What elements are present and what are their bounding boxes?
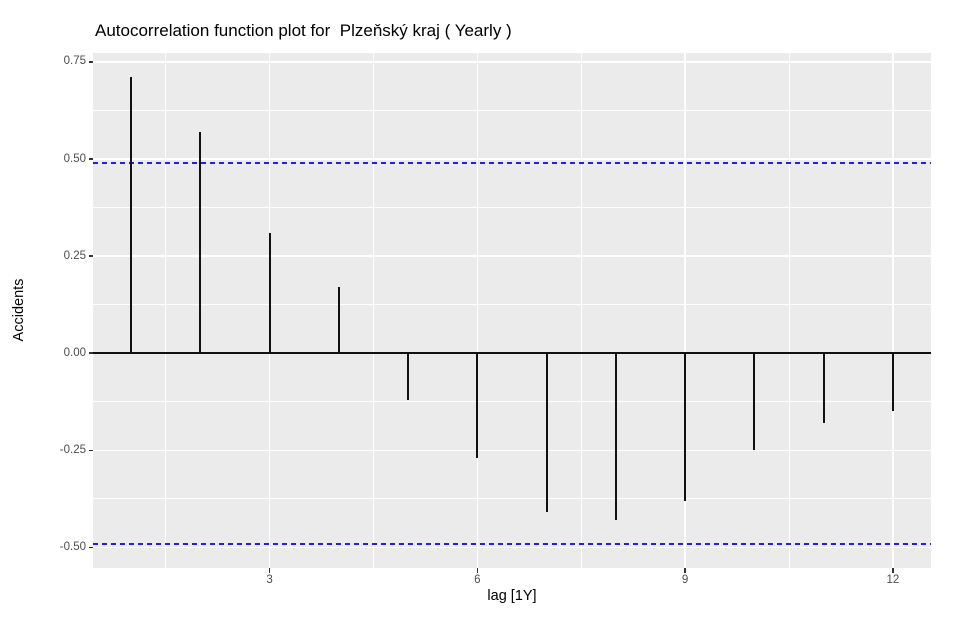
y-axis-tick — [88, 352, 93, 354]
y-tick-label: 0.50 — [63, 152, 86, 165]
plot-panel — [93, 53, 931, 568]
gridline-y-major — [93, 449, 931, 451]
x-axis-title: lag [1Y] — [487, 588, 537, 604]
confidence-upper-line — [93, 161, 931, 164]
y-axis-tick — [88, 255, 93, 257]
gridline-x-minor — [788, 53, 790, 568]
x-axis-tick — [892, 568, 894, 573]
gridline-x-minor — [373, 53, 374, 568]
acf-spike-lag-7 — [545, 353, 548, 513]
y-axis-tick — [88, 158, 93, 160]
y-tick-label: 0.75 — [63, 55, 86, 68]
y-axis-tick — [88, 449, 93, 452]
gridline-x-major — [476, 53, 479, 568]
acf-spike-lag-3 — [268, 232, 271, 354]
x-tick-label: 6 — [474, 574, 481, 586]
gridline-y-major — [93, 61, 931, 63]
x-axis-tick — [684, 568, 686, 573]
acf-spike-lag-1 — [130, 77, 133, 354]
y-tick-label: 0.00 — [63, 346, 86, 359]
acf-spike-lag-9 — [684, 353, 687, 501]
acf-spike-lag-2 — [199, 131, 202, 354]
gridline-y-minor — [93, 207, 931, 208]
gridline-y-major — [93, 158, 931, 160]
x-axis-tick — [268, 568, 271, 573]
x-tick-label: 3 — [266, 574, 273, 586]
y-axis-tick — [88, 61, 93, 63]
acf-spike-lag-12 — [891, 353, 894, 412]
acf-spike-lag-11 — [822, 353, 825, 424]
gridline-y-minor — [93, 304, 931, 306]
gridline-y-major — [93, 546, 931, 549]
x-axis-tick — [476, 568, 479, 573]
confidence-lower-line — [93, 542, 931, 545]
y-axis-tick — [88, 546, 93, 549]
x-tick-label: 9 — [681, 574, 689, 586]
acf-spike-lag-10 — [753, 353, 756, 451]
y-tick-label: 0.25 — [63, 249, 86, 262]
gridline-x-major — [892, 53, 894, 568]
gridline-y-minor — [93, 110, 931, 111]
x-tick-label: 12 — [886, 574, 900, 586]
gridline-y-minor — [93, 498, 931, 500]
y-tick-label: -0.50 — [59, 540, 86, 553]
acf-spike-lag-8 — [614, 353, 617, 521]
acf-spike-lag-5 — [407, 353, 410, 400]
gridline-x-major — [684, 53, 686, 568]
acf-spike-lag-6 — [476, 353, 479, 459]
zero-line — [93, 352, 931, 355]
y-tick-label: -0.25 — [59, 443, 86, 456]
y-axis-title: Accidents — [11, 278, 27, 342]
gridline-y-minor — [93, 401, 931, 403]
acf-spike-lag-4 — [337, 287, 340, 354]
gridline-x-minor — [580, 53, 582, 568]
gridline-y-major — [93, 255, 931, 257]
plot-title: Autocorrelation function plot for Plzeňs… — [95, 21, 512, 40]
gridline-x-minor — [165, 53, 167, 568]
